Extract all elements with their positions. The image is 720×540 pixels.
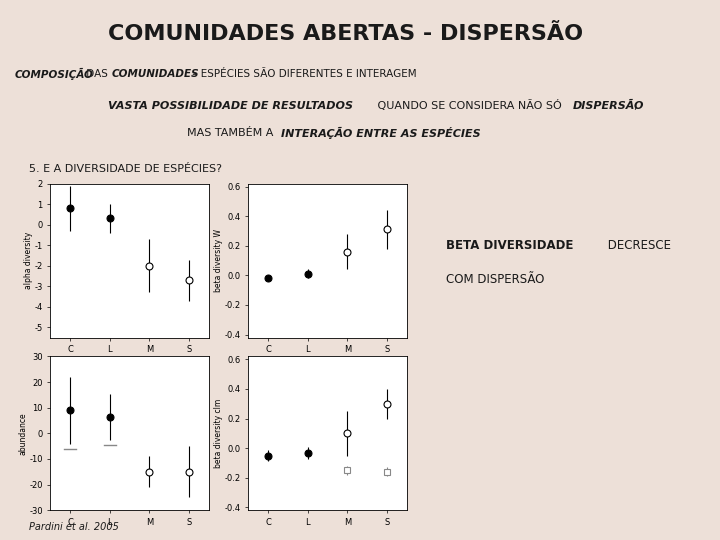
Text: Pardini et al. 2005: Pardini et al. 2005 bbox=[29, 522, 119, 531]
Text: COMPOSIÇÃO: COMPOSIÇÃO bbox=[14, 68, 94, 80]
Text: VASTA POSSIBILIDADE DE RESULTADOS: VASTA POSSIBILIDADE DE RESULTADOS bbox=[108, 101, 353, 111]
Text: BETA DIVERSIDADE: BETA DIVERSIDADE bbox=[446, 239, 573, 252]
Text: DISPERSÃO: DISPERSÃO bbox=[572, 101, 644, 111]
Y-axis label: beta diversity clm: beta diversity clm bbox=[215, 399, 223, 468]
Text: DECRESCE: DECRESCE bbox=[604, 239, 671, 252]
Text: COMUNIDADES: COMUNIDADES bbox=[112, 69, 199, 79]
Text: ,: , bbox=[634, 101, 637, 111]
Text: DAS: DAS bbox=[83, 69, 111, 79]
Y-axis label: abundance: abundance bbox=[19, 412, 28, 455]
Text: COMUNIDADES ABERTAS - DISPERSÃO: COMUNIDADES ABERTAS - DISPERSÃO bbox=[108, 24, 583, 44]
Text: – ESPÉCIES SÃO DIFERENTES E INTERAGEM: – ESPÉCIES SÃO DIFERENTES E INTERAGEM bbox=[189, 69, 417, 79]
Y-axis label: beta diversity W: beta diversity W bbox=[215, 229, 223, 292]
Text: COM DISPERSÃO: COM DISPERSÃO bbox=[446, 273, 544, 286]
Text: QUANDO SE CONSIDERA NÃO SÓ: QUANDO SE CONSIDERA NÃO SÓ bbox=[374, 100, 566, 111]
Text: MAS TAMBÉM A: MAS TAMBÉM A bbox=[187, 127, 277, 138]
Y-axis label: alpha diversity: alpha diversity bbox=[24, 232, 33, 289]
Text: 5. E A DIVERSIDADE DE ESPÉCIES?: 5. E A DIVERSIDADE DE ESPÉCIES? bbox=[29, 164, 222, 174]
Text: INTERAÇÃO ENTRE AS ESPÉCIES: INTERAÇÃO ENTRE AS ESPÉCIES bbox=[281, 126, 480, 139]
